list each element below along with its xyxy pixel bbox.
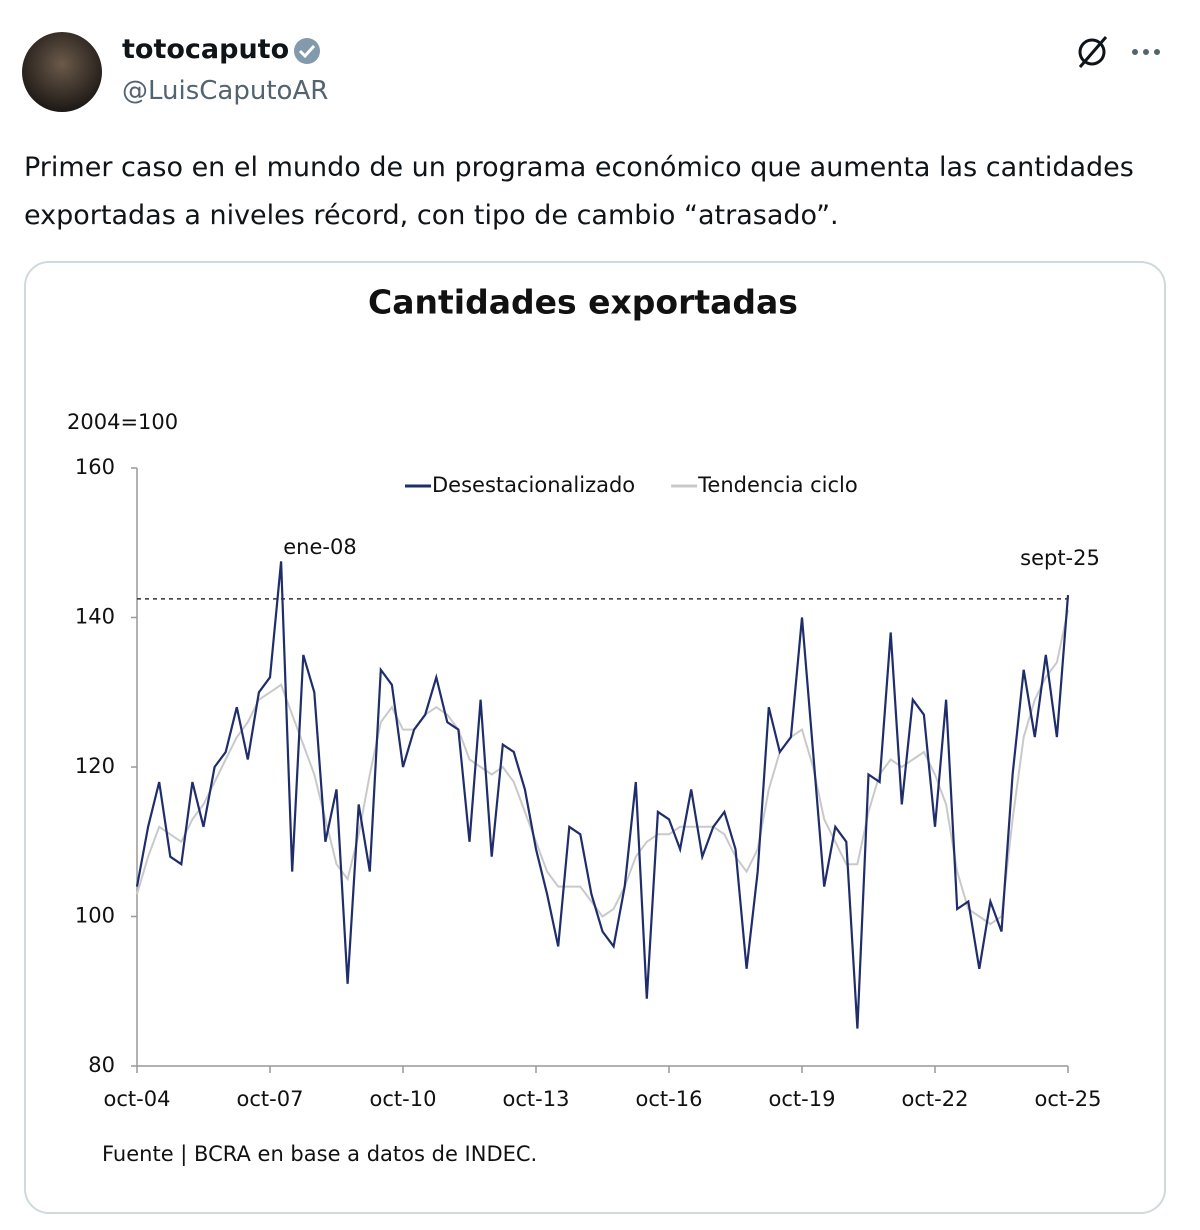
x-tick-label: oct-16: [636, 1087, 703, 1111]
x-tick-label: oct-19: [769, 1087, 836, 1111]
user-handle[interactable]: @LuisCaputoAR: [122, 76, 329, 106]
user-name[interactable]: totocaputo: [122, 34, 290, 65]
y-axis-label: 2004=100: [67, 410, 178, 434]
y-tick-label: 120: [75, 754, 115, 778]
legend-label: Tendencia ciclo: [697, 473, 858, 497]
data-line: [136, 609, 1069, 926]
x-tick-label: oct-10: [370, 1087, 437, 1111]
x-tick-label: oct-07: [237, 1087, 304, 1111]
data-line: [135, 561, 1070, 1029]
tweet-text: Primer caso en el mundo de un programa e…: [24, 152, 1134, 231]
y-tick-label: 100: [75, 904, 115, 928]
y-tick-label: 80: [88, 1053, 115, 1077]
x-tick-label: oct-04: [104, 1087, 171, 1111]
verified-badge: [294, 38, 320, 64]
x-tick-label: oct-22: [902, 1087, 969, 1111]
grok-icon[interactable]: [1078, 36, 1108, 68]
y-tick-label: 160: [75, 455, 115, 479]
annotation: ene-08: [283, 535, 356, 559]
annotation: sept-25: [1020, 546, 1100, 570]
chart-title: Cantidades exportadas: [368, 283, 798, 322]
x-tick-label: oct-13: [503, 1087, 570, 1111]
more-button[interactable]: [1132, 49, 1160, 55]
avatar[interactable]: [22, 32, 102, 112]
x-tick-label: oct-25: [1035, 1087, 1102, 1111]
source-note: Fuente | BCRA en base a datos de INDEC.: [102, 1142, 537, 1167]
y-tick-label: 140: [75, 605, 115, 629]
media-card[interactable]: [24, 261, 1166, 1214]
legend-label: Desestacionalizado: [432, 473, 635, 497]
